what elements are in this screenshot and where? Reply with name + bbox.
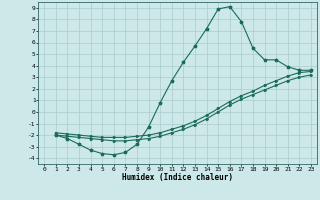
X-axis label: Humidex (Indice chaleur): Humidex (Indice chaleur) [122,173,233,182]
